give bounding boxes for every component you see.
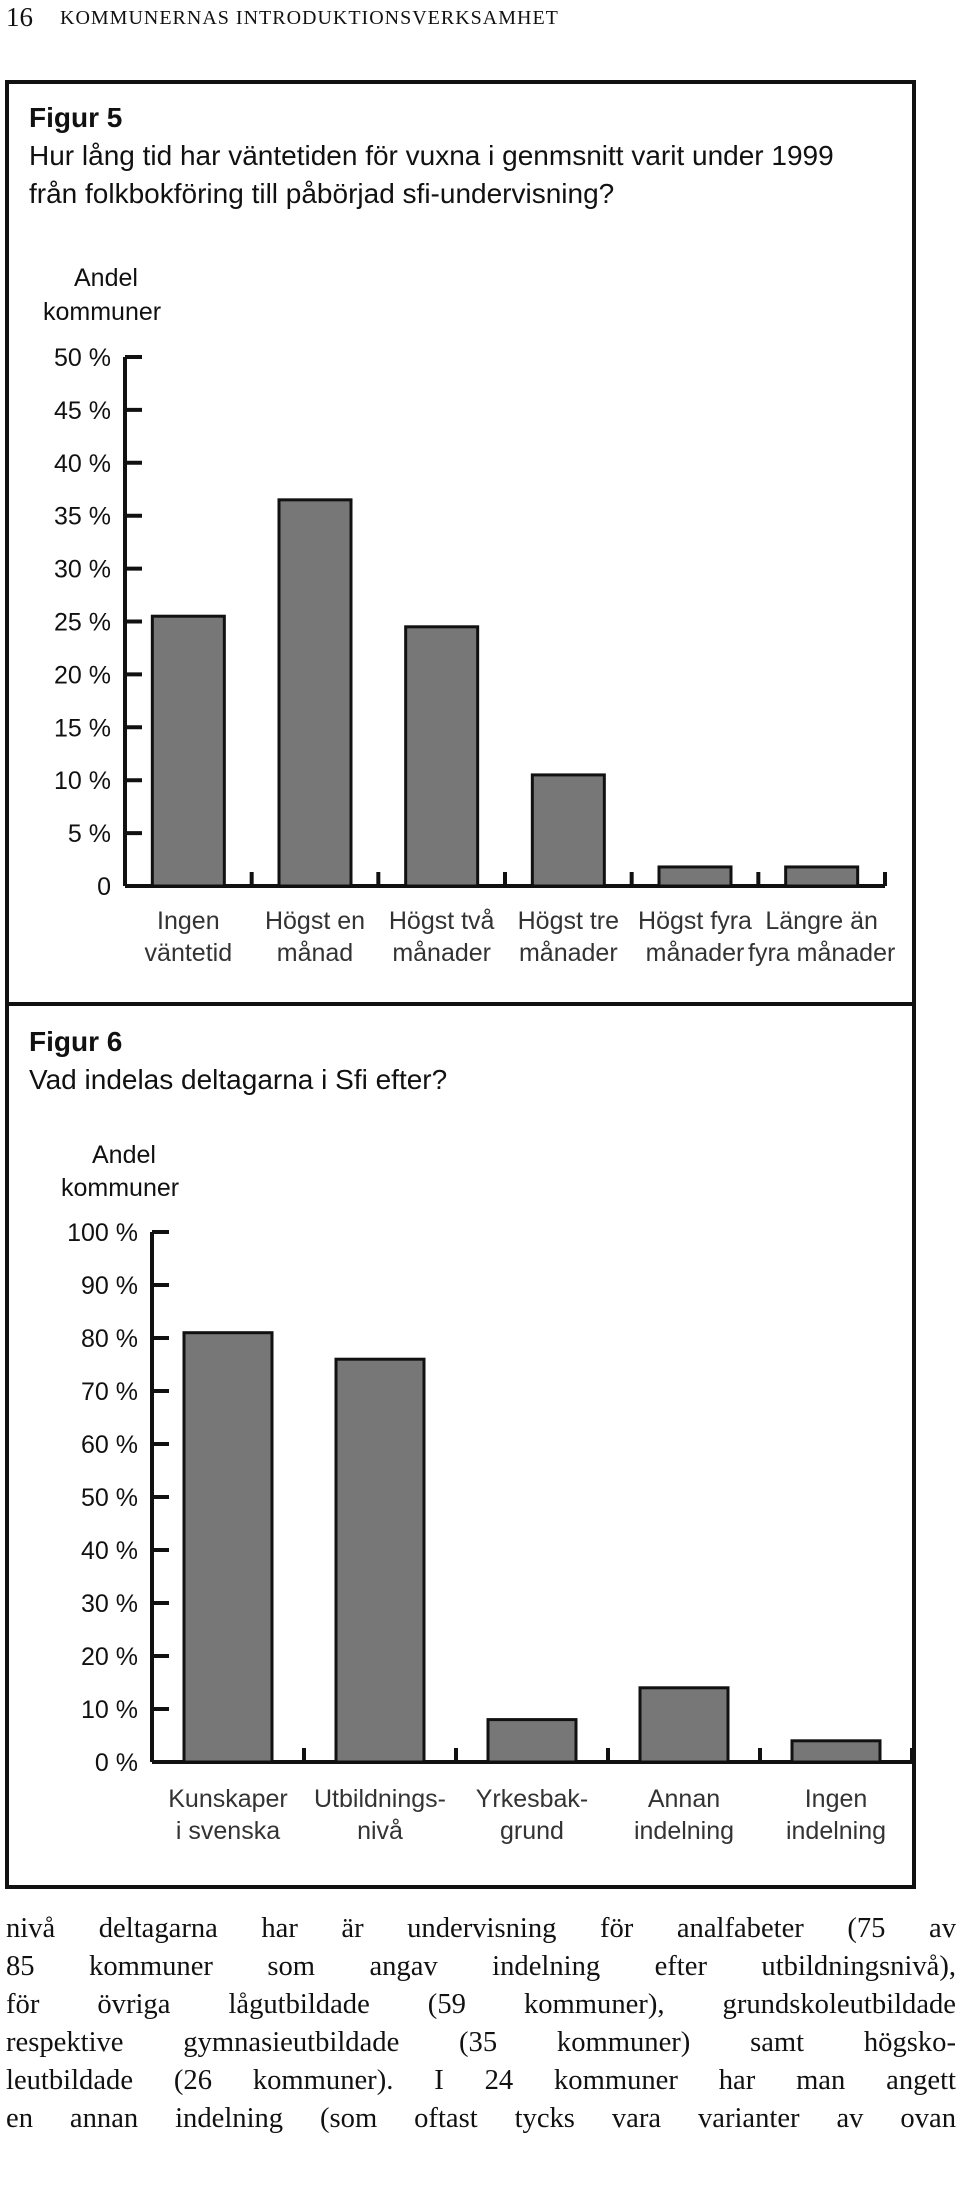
y-tick-label: 100 % (67, 1219, 138, 1247)
y-tick-label: 30 % (54, 556, 111, 584)
category-label: grund (500, 1817, 564, 1845)
figure5-label: Figur 5 (29, 102, 123, 133)
y-tick-label: 40 % (54, 450, 111, 478)
running-head: KOMMUNERNAS INTRODUKTIONSVERKSAMHET (60, 7, 559, 29)
y-tick-label: 80 % (81, 1325, 138, 1353)
figure5-question-line2: från folkbokföring till påbörjad sfi-und… (29, 178, 615, 209)
bar (277, 498, 353, 888)
y-tick-label: 0 % (95, 1749, 138, 1777)
figure-divider (9, 1002, 912, 1006)
y-tick-label: 15 % (54, 714, 111, 742)
figure6-chart: 0 % 10 % 20 % 30 % 40 % 50 % 60 % 70 % 80 % 90 % 1… (67, 1219, 914, 1845)
bar (404, 625, 480, 888)
figure6-label: Figur 6 (29, 1026, 123, 1057)
category-label: Kunskaper (168, 1785, 288, 1813)
y-tick-label: 90 % (81, 1272, 138, 1300)
bar (638, 1686, 730, 1764)
y-tick-label: 50 % (54, 344, 111, 372)
category-label: Högst fyra (638, 907, 752, 935)
bar (784, 865, 860, 888)
body-line: respektive gymnasieutbildade (35 kommune… (6, 2027, 956, 2058)
category-label: Utbildnings- (314, 1785, 446, 1813)
figure5-ylabel-line2: kommuner (43, 298, 162, 326)
category-label: Högst två (389, 907, 495, 935)
category-label: Ingen (805, 1785, 868, 1813)
category-label: fyra månader (748, 939, 895, 967)
body-text: nivå deltagarna har är undervisning för … (6, 1910, 956, 2138)
figure5-ylabel-line1: Andel (74, 264, 138, 292)
figure5-question-line1: Hur lång tid har väntetiden för vuxna i … (29, 140, 834, 171)
figure-box: Figur 5 Hur lång tid har väntetiden för … (5, 80, 916, 1889)
y-tick-label: 20 % (54, 661, 111, 689)
bar (150, 614, 226, 888)
body-line: leutbildade (26 kommuner). I 24 kommuner… (6, 2065, 956, 2096)
y-tick-label: 50 % (81, 1484, 138, 1512)
y-tick-label: 35 % (54, 503, 111, 531)
body-line: en annan indelning (som oftast tycks var… (6, 2103, 956, 2134)
category-label: Ingen (157, 907, 220, 935)
bar (530, 773, 606, 888)
y-tick-label: 70 % (81, 1378, 138, 1406)
y-tick-label: 25 % (54, 609, 111, 637)
category-label: Längre än (765, 907, 878, 935)
page-number: 16 (6, 2, 33, 32)
body-line: för övriga lågutbildade (59 kommuner), g… (6, 1989, 956, 2020)
category-label: Högst en (265, 907, 365, 935)
y-tick-label: 10 % (54, 767, 111, 795)
y-tick-label: 0 (97, 873, 111, 901)
bar (790, 1739, 882, 1764)
bar (182, 1331, 274, 1764)
figure5-chart: 0 5 % 10 % 15 % 20 % 25 % 30 % 35 % 40 % 45 % 50 %… (54, 344, 895, 967)
y-tick-label: 10 % (81, 1696, 138, 1724)
page-header: 16 KOMMUNERNAS INTRODUKTIONSVERKSAMHET (0, 0, 960, 40)
bar (486, 1718, 578, 1764)
category-label: månad (277, 939, 353, 967)
category-label: Högst tre (518, 907, 619, 935)
category-label: Annan (648, 1785, 720, 1813)
category-label: Yrkesbak- (476, 1785, 589, 1813)
y-tick-label: 20 % (81, 1643, 138, 1671)
y-tick-label: 30 % (81, 1590, 138, 1618)
figure6-ylabel-line1: Andel (92, 1141, 156, 1169)
category-label: månader (646, 939, 745, 967)
body-line: nivå deltagarna har är undervisning för … (6, 1913, 956, 1944)
y-tick-label: 5 % (68, 820, 111, 848)
body-line: 85 kommuner som angav indelning efter ut… (6, 1951, 956, 1982)
category-label: i svenska (176, 1817, 280, 1845)
y-tick-label: 45 % (54, 397, 111, 425)
category-label: nivå (357, 1817, 403, 1845)
bar (334, 1357, 426, 1764)
y-tick-label: 40 % (81, 1537, 138, 1565)
category-label: indelning (634, 1817, 734, 1845)
bar (657, 865, 733, 888)
y-tick-label: 60 % (81, 1431, 138, 1459)
category-label: månader (392, 939, 491, 967)
category-label: indelning (786, 1817, 886, 1845)
category-label: väntetid (145, 939, 233, 967)
figure6-ylabel-line2: kommuner (61, 1174, 180, 1202)
figure6-question-line1: Vad indelas deltagarna i Sfi efter? (29, 1064, 448, 1095)
category-label: månader (519, 939, 618, 967)
